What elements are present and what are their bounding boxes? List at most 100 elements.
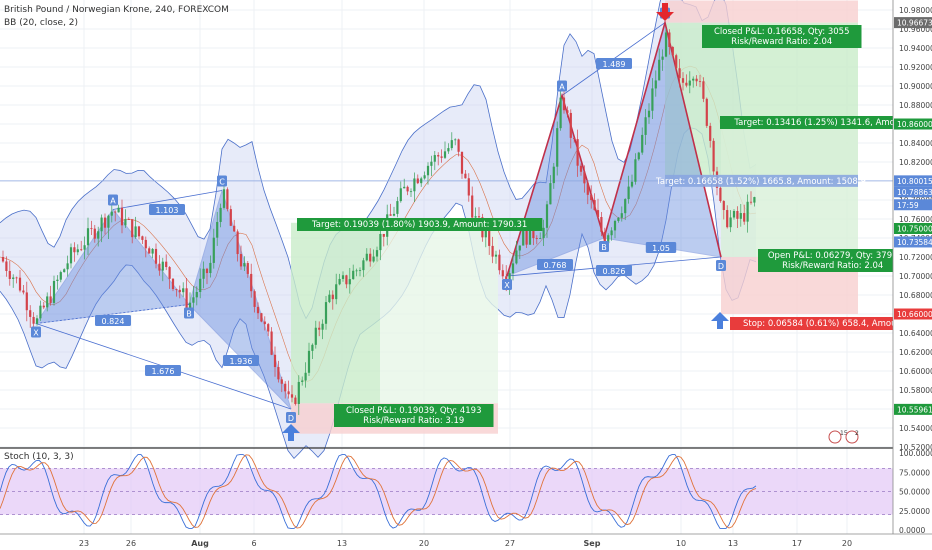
price-tick-label: 10.52000 — [899, 443, 932, 452]
candle-body — [56, 279, 59, 281]
time-tick-label: 27 — [505, 539, 515, 548]
candle-body — [168, 267, 171, 279]
candle — [675, 53, 678, 70]
candle — [576, 129, 579, 177]
candle — [552, 162, 555, 189]
candle-body — [304, 372, 307, 381]
candle-body — [630, 181, 634, 187]
candle-body — [562, 97, 566, 111]
ratio-label-box — [596, 265, 632, 276]
candle-body — [549, 183, 552, 205]
time-tick-label: 6 — [251, 539, 256, 548]
candle — [154, 243, 158, 269]
ratio-label-box — [145, 365, 181, 376]
candle-body — [610, 230, 613, 236]
candle — [634, 153, 637, 185]
long-1-target-label: Target: 0.19039 (1.80%) 1903.9, Amount: … — [311, 220, 527, 230]
candle-body — [182, 288, 185, 293]
candle — [59, 270, 62, 283]
ratio-label: 0.768 — [544, 261, 567, 270]
pattern-1-point-x-box — [31, 326, 41, 338]
short-target-label: Target: 0.16658 (1.52%) 1665.8, Amount: … — [655, 177, 866, 187]
candle-body — [539, 238, 542, 239]
candle-body — [263, 321, 266, 325]
candle — [651, 78, 654, 119]
candle — [423, 171, 426, 180]
candle-body — [498, 254, 501, 271]
candle-body — [100, 217, 103, 232]
price-tick-label: 10.64000 — [899, 329, 932, 338]
candle-body — [39, 305, 42, 319]
candle — [5, 256, 8, 277]
candle-body — [596, 210, 600, 217]
candle-body — [685, 82, 688, 86]
candle — [501, 264, 504, 280]
candle — [233, 219, 236, 232]
candle — [199, 268, 202, 299]
candle — [39, 300, 42, 321]
candle — [637, 151, 640, 161]
candle — [260, 312, 263, 323]
candle — [719, 185, 722, 203]
pattern-1-xb — [35, 304, 190, 324]
candle-body — [341, 275, 345, 279]
candle-body — [484, 230, 487, 238]
candle — [239, 245, 243, 270]
candle-body — [634, 159, 637, 182]
candle — [658, 48, 661, 81]
candle — [739, 203, 742, 227]
candle — [42, 301, 45, 310]
candle — [358, 267, 362, 277]
candle — [270, 327, 273, 356]
candle-body — [624, 199, 627, 214]
candle — [698, 74, 702, 88]
candle-body — [154, 248, 158, 264]
candle-body — [120, 207, 124, 226]
candle — [406, 185, 409, 196]
candle-body — [586, 183, 589, 195]
candle — [600, 211, 603, 237]
candle — [348, 267, 351, 294]
candle — [596, 198, 600, 219]
candle — [324, 296, 328, 330]
candle — [209, 255, 212, 278]
candle-body — [637, 152, 640, 160]
candle — [29, 305, 32, 328]
candle — [525, 227, 528, 249]
candle — [76, 244, 79, 256]
candle — [307, 342, 311, 376]
long-1-target-extension — [380, 222, 498, 404]
candle — [25, 281, 28, 322]
long-3-stop-label-box — [730, 317, 932, 330]
indicator-label[interactable]: BB (20, close, 2) — [4, 18, 79, 28]
candle-body — [301, 380, 304, 382]
candle-body — [335, 284, 338, 300]
price-tick-label: 10.76000 — [899, 215, 932, 224]
candle-body — [114, 211, 117, 213]
price-marker-box — [894, 199, 932, 211]
candle-body — [80, 249, 83, 251]
pattern-2-point-a: A — [559, 83, 565, 92]
candle — [382, 233, 385, 247]
stoch-label[interactable]: Stoch (10, 3, 3) — [4, 452, 74, 462]
candle-body — [345, 275, 348, 285]
candle — [345, 274, 348, 289]
candle — [678, 59, 681, 88]
event-icon — [845, 430, 859, 444]
candle — [437, 152, 440, 166]
candle-body — [515, 250, 518, 264]
candle-body — [127, 219, 130, 220]
candle-body — [355, 270, 358, 272]
candle — [219, 203, 222, 228]
pattern-1-point-b-box — [184, 307, 194, 319]
candle — [447, 143, 450, 154]
time-tick-label: 26 — [126, 539, 136, 548]
symbol-title[interactable]: British Pound / Norwegian Krone, 240, FO… — [4, 5, 229, 15]
candles — [1, 29, 756, 416]
candle-body — [552, 166, 555, 184]
price-marker-label: 10.66000 — [897, 310, 932, 319]
candle — [277, 360, 280, 383]
candle — [49, 285, 52, 306]
